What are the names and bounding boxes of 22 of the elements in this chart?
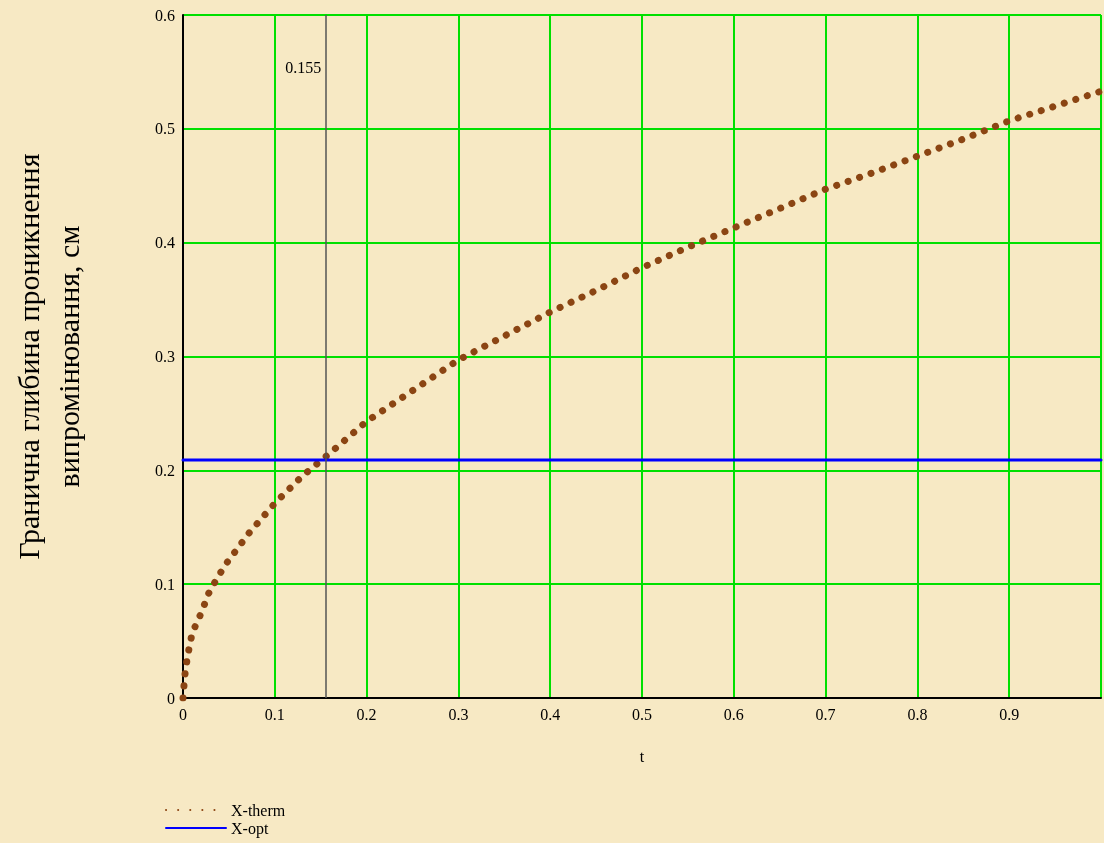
x-tick-label: 0.4: [540, 705, 561, 723]
legend-label: X-opt: [231, 819, 269, 838]
y-tick-label: 0: [167, 689, 175, 707]
y-tick-label: 0.6: [155, 6, 175, 24]
y-tick-label: 0.3: [155, 348, 175, 365]
x-tick-label: 0.5: [632, 705, 652, 723]
y-axis-title: Гранична глибина проникнення випромінювання, см: [11, 153, 85, 560]
y-tick-label: 0.4: [155, 234, 175, 252]
ref-line-label: 0.155: [285, 58, 322, 76]
x-tick-label: 0.7: [815, 705, 836, 723]
x-tick-label: 0: [179, 705, 187, 723]
x-tick-label: 0.3: [448, 705, 469, 723]
x-tick-label: 0.1: [264, 705, 285, 723]
y-tick-label: 0.2: [155, 461, 175, 479]
x-tick-label: 0.9: [999, 705, 1020, 723]
x-tick-label: 0.2: [356, 705, 377, 723]
legend-label: X-therm: [231, 801, 286, 819]
y-tick-label: 0.5: [155, 120, 175, 138]
x-tick-label: 0.8: [907, 705, 928, 723]
x-axis-title: t: [639, 747, 645, 765]
x-tick-label: 0.6: [723, 705, 744, 723]
y-tick-label: 0.1: [155, 575, 175, 593]
